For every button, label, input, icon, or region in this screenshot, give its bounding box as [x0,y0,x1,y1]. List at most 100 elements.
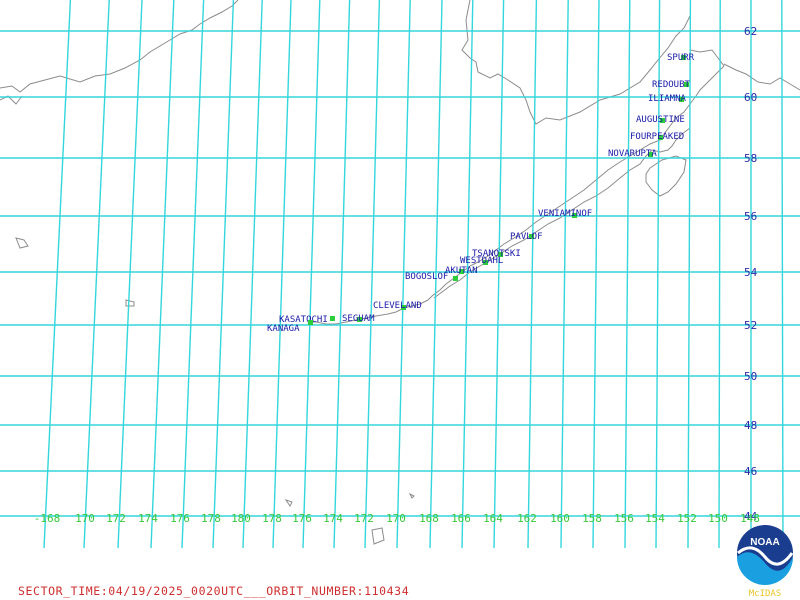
lon-label: 164 [483,512,503,525]
lon-label: -168 [34,512,61,525]
coastline-kodiak [645,155,687,197]
lat-label: 44 [744,510,758,523]
volcano-label: SEGUAM [342,314,375,324]
meridian-line [272,0,292,549]
meridian-line [83,0,110,549]
meridian-line [302,0,321,549]
volcano-label: ILIAMNA [648,94,687,104]
lon-label: 172 [106,512,126,525]
volcano-label: AKUTAN [445,266,478,276]
volcano-marker [401,305,406,310]
mcidas-caption: McIDAS [749,589,782,599]
meridian-line [43,0,72,549]
lon-label: 162 [517,512,537,525]
lon-label: 168 [419,512,439,525]
meridian-line [687,0,692,549]
lat-label: 46 [744,465,757,478]
volcano-marker [529,234,534,239]
meridian-line [493,0,505,549]
coastline-kuril [284,492,415,545]
meridian-line [396,0,411,549]
meridian-line [212,0,235,549]
volcano-marker [648,152,653,157]
volcano-label: WESTDAHL [460,256,503,266]
lon-label: 148 [740,512,760,525]
lon-label: 154 [645,512,665,525]
lon-label: 170 [75,512,95,525]
sector-time-footer: SECTOR_TIME:04/19/2025_0020UTC___ORBIT_N… [18,584,410,598]
lat-label: 58 [744,152,757,165]
volcano-marker [357,317,362,322]
volcano-marker [483,260,488,265]
meridian-line [242,0,263,549]
lon-label: 156 [614,512,634,525]
lon-label: 150 [708,512,728,525]
noaa-logo-text: NOAA [750,537,779,548]
meridian-line [461,0,474,549]
volcano-marker [498,252,503,257]
coastline-peninsula-south [433,127,691,299]
lat-label: 52 [744,319,757,332]
meridian-line [181,0,205,549]
meridian-line [560,0,569,549]
volcano-marker [660,118,665,123]
meridian-line [781,0,784,549]
volcano-marker [681,55,686,60]
noaa-logo: NOAA McIDAS [737,525,794,599]
meridian-line [527,0,538,549]
volcano-label: REDOUBT [652,80,691,90]
coastline-st-lawrence [15,237,29,249]
lon-label: 160 [550,512,570,525]
volcano-label: NOVARUPTA [608,149,657,159]
volcano-label: SPURR [667,53,695,63]
lon-label: 166 [451,512,471,525]
volcano-marker [330,316,335,321]
volcano-label: CLEVELAND [373,301,422,311]
lon-label: 178 [201,512,221,525]
lat-label: 60 [744,91,757,104]
meridian-line [150,0,175,549]
volcano-marker [572,213,577,218]
lon-label: 172 [354,512,374,525]
longitude-labels: -168 170 172 174 176 178 180 178 176 174 172 170 168… [34,512,760,525]
volcano-marker [658,135,663,140]
lon-label: 176 [170,512,190,525]
volcano-label: AUGUSTINE [636,115,685,125]
coastline-cook-inlet [427,49,725,301]
volcano-label: PAVLOF [510,232,543,242]
lon-label: 152 [677,512,697,525]
noaa-logo-gull [737,546,794,566]
volcano-marker [684,82,689,87]
lon-label: 176 [292,512,312,525]
meridian-line [624,0,631,549]
lon-label: 170 [386,512,406,525]
lon-label: 180 [231,512,251,525]
lon-label: 174 [138,512,158,525]
volcano-marker [308,320,313,325]
volcano-label: FOURPEAKED [630,132,684,142]
meridian-line [655,0,661,549]
coastline-kenai [723,63,800,91]
volcano-marker [679,97,684,102]
lon-label: 158 [582,512,602,525]
lat-label: 54 [744,266,758,279]
volcano-label: VENIAMINOF [538,209,592,219]
volcano-label: KANAGA [267,324,300,334]
volcano-label: KASATOCHI [279,315,328,325]
meridian-line [718,0,721,549]
coastline-siberia-hook [0,95,23,105]
volcano-marker [459,269,464,274]
coastline-alaska-west [461,0,691,125]
volcano-layer: SPURR REDOUBT ILIAMNA AUGUSTINE FOURPEAKED NO… [267,53,695,334]
latitude-labels: 62 60 58 56 54 52 50 48 46 44 [744,25,758,523]
noaa-logo-wave [737,552,793,585]
volcano-label: BOGOSLOF [405,272,448,282]
lon-label: 178 [262,512,282,525]
meridian-line [364,0,381,549]
meridian-line [117,0,143,549]
lat-label: 56 [744,210,757,223]
volcano-marker [453,276,458,281]
lat-label: 50 [744,370,757,383]
meridian-line [429,0,443,549]
